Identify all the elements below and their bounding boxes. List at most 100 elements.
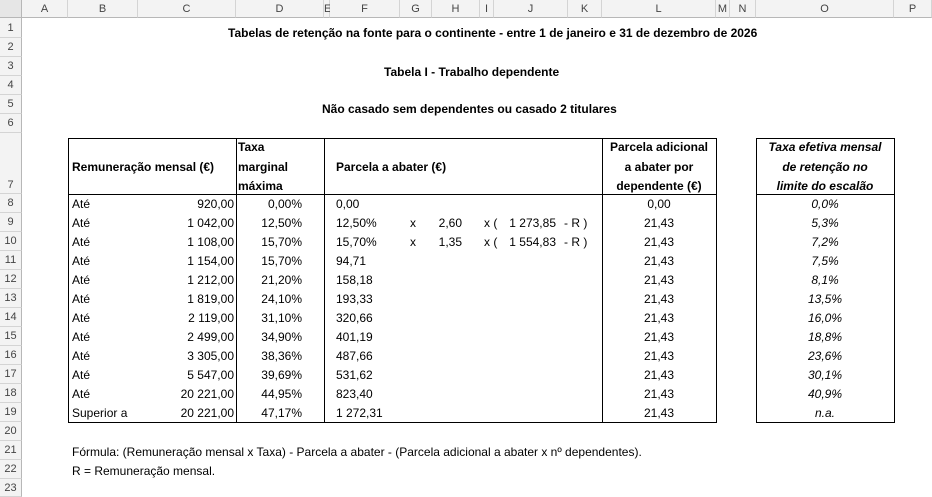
row-label[interactable]: Até	[72, 197, 91, 211]
column-header-e[interactable]: E	[324, 0, 331, 18]
row-adicional[interactable]: 21,43	[643, 406, 675, 420]
column-header-k[interactable]: K	[568, 0, 602, 18]
row-parcela[interactable]: 823,40	[336, 387, 373, 401]
row-adicional[interactable]: 21,43	[643, 254, 675, 268]
row-header-16[interactable]: 16	[0, 346, 22, 365]
row-adicional[interactable]: 21,43	[643, 273, 675, 287]
row-header-18[interactable]: 18	[0, 384, 22, 403]
row-header-2[interactable]: 2	[0, 38, 22, 57]
header-adicional-1[interactable]: Parcela adicional	[609, 140, 709, 154]
header-taxa-2[interactable]: marginal	[238, 160, 289, 174]
row-header-3[interactable]: 3	[0, 57, 22, 76]
column-header-h[interactable]: H	[432, 0, 480, 18]
row-remuneracao[interactable]: 1 154,00	[187, 254, 234, 268]
header-efetiva-1[interactable]: Taxa efetiva mensal	[768, 140, 882, 154]
row-taxa[interactable]: 21,20%	[261, 273, 302, 287]
row-header-4[interactable]: 4	[0, 76, 22, 95]
title-line-2[interactable]: Tabela I - Trabalho dependente	[384, 65, 560, 79]
row-taxa[interactable]: 0,00%	[267, 197, 302, 211]
column-header-i[interactable]: I	[480, 0, 494, 18]
header-remuneracao[interactable]: Remuneração mensal (€)	[72, 160, 215, 174]
row-multiplier[interactable]: 2,60	[438, 216, 462, 230]
row-taxa[interactable]: 31,10%	[261, 311, 302, 325]
column-header-b[interactable]: B	[68, 0, 138, 18]
row-taxa[interactable]: 24,10%	[261, 292, 302, 306]
row-remuneracao[interactable]: 3 305,00	[187, 349, 234, 363]
row-adicional[interactable]: 21,43	[643, 292, 675, 306]
row-label[interactable]: Até	[72, 216, 91, 230]
row-remuneracao[interactable]: 1 212,00	[187, 273, 234, 287]
header-efetiva-2[interactable]: de retenção no	[782, 160, 868, 174]
row-label[interactable]: Até	[72, 330, 91, 344]
row-label[interactable]: Até	[72, 235, 91, 249]
column-header-l[interactable]: L	[602, 0, 716, 18]
row-header-1[interactable]: 1	[0, 18, 22, 38]
row-header-13[interactable]: 13	[0, 289, 22, 308]
column-header-o[interactable]: O	[756, 0, 894, 18]
row-base[interactable]: 1 554,83	[509, 235, 556, 249]
column-header-f[interactable]: F	[330, 0, 400, 18]
row-remuneracao[interactable]: 2 119,00	[188, 311, 234, 325]
column-header-c[interactable]: C	[138, 0, 236, 18]
row-x2[interactable]: x (	[484, 235, 498, 249]
row-header-10[interactable]: 10	[0, 232, 22, 251]
row-taxa[interactable]: 44,95%	[261, 387, 302, 401]
row-header-5[interactable]: 5	[0, 95, 22, 114]
row-header-19[interactable]: 19	[0, 403, 22, 422]
row-taxa[interactable]: 34,90%	[261, 330, 302, 344]
header-efetiva-3[interactable]: limite do escalão	[776, 179, 874, 193]
row-parcela[interactable]: 487,66	[336, 349, 373, 363]
column-header-a[interactable]: A	[22, 0, 68, 18]
row-remuneracao[interactable]: 1 819,00	[187, 292, 234, 306]
row-remuneracao[interactable]: 920,00	[197, 197, 234, 211]
row-taxa[interactable]: 38,36%	[261, 349, 302, 363]
column-header-j[interactable]: J	[494, 0, 568, 18]
row-parcela[interactable]: 320,66	[336, 311, 373, 325]
row-header-11[interactable]: 11	[0, 251, 22, 270]
row-x2[interactable]: x (	[484, 216, 498, 230]
row-adicional[interactable]: 21,43	[643, 387, 675, 401]
row-remuneracao[interactable]: 20 221,00	[180, 406, 234, 420]
row-label[interactable]: Até	[72, 349, 91, 363]
row-efetiva[interactable]: 7,2%	[811, 235, 839, 249]
row-label[interactable]: Até	[72, 273, 91, 287]
row-label[interactable]: Até	[72, 254, 91, 268]
row-remuneracao[interactable]: 2 499,00	[187, 330, 234, 344]
row-header-15[interactable]: 15	[0, 327, 22, 346]
row-x1[interactable]: x	[410, 235, 416, 249]
row-efetiva[interactable]: 16,0%	[807, 311, 843, 325]
header-adicional-3[interactable]: dependente (€)	[616, 179, 702, 193]
row-taxa[interactable]: 15,70%	[261, 235, 302, 249]
row-header-8[interactable]: 8	[0, 194, 22, 213]
row-taxa[interactable]: 47,17%	[261, 406, 302, 420]
row-header-7[interactable]: 7	[0, 133, 22, 194]
row-remuneracao[interactable]: 5 547,00	[187, 368, 234, 382]
column-header-n[interactable]: N	[730, 0, 756, 18]
row-efetiva[interactable]: 0,0%	[811, 197, 839, 211]
row-tail[interactable]: - R )	[564, 235, 588, 249]
row-multiplier[interactable]: 1,35	[438, 235, 462, 249]
row-remuneracao[interactable]: 20 221,00	[180, 387, 234, 401]
column-header-g[interactable]: G	[400, 0, 432, 18]
row-header-9[interactable]: 9	[0, 213, 22, 232]
row-label[interactable]: Superior a	[72, 406, 128, 420]
row-adicional[interactable]: 21,43	[643, 349, 675, 363]
row-efetiva[interactable]: 23,6%	[807, 349, 843, 363]
header-parcela[interactable]: Parcela a abater (€)	[336, 160, 447, 174]
row-parcela[interactable]: 0,00	[336, 197, 360, 211]
row-adicional[interactable]: 0,00	[647, 197, 671, 211]
row-label[interactable]: Até	[72, 311, 91, 325]
row-parcela[interactable]: 158,18	[336, 273, 373, 287]
row-adicional[interactable]: 21,43	[643, 216, 675, 230]
row-header-14[interactable]: 14	[0, 308, 22, 327]
select-all-corner[interactable]	[0, 0, 22, 18]
row-header-20[interactable]: 20	[0, 422, 22, 441]
row-adicional[interactable]: 21,43	[643, 235, 675, 249]
row-x1[interactable]: x	[410, 216, 416, 230]
column-header-m[interactable]: M	[716, 0, 730, 18]
row-header-21[interactable]: 21	[0, 441, 22, 460]
row-efetiva[interactable]: 13,5%	[807, 292, 843, 306]
row-efetiva[interactable]: 7,5%	[811, 254, 839, 268]
row-remuneracao[interactable]: 1 042,00	[187, 216, 234, 230]
